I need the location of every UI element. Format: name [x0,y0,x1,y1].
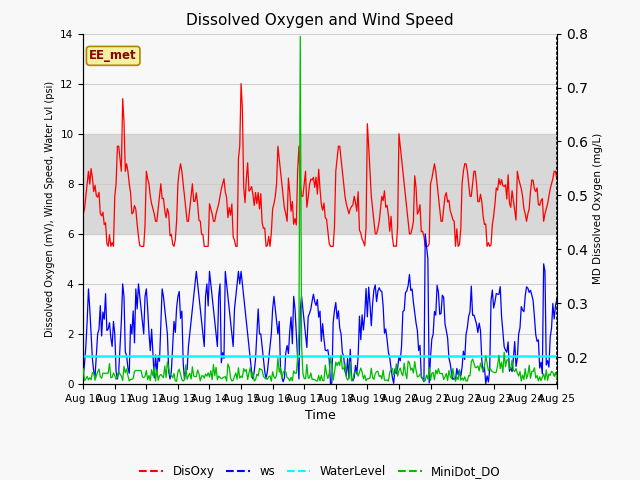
DisOxy [104,243,112,249]
MiniDot_DO [93,373,100,379]
Line: DisOxy: DisOxy [83,84,557,246]
MiniDot_DO [296,34,304,39]
ws [377,288,385,294]
DisOxy [367,193,375,199]
Line: MiniDot_DO: MiniDot_DO [83,36,557,381]
ws [366,301,374,307]
Line: ws: ws [83,234,557,384]
ws [498,313,506,319]
X-axis label: Time: Time [305,409,335,422]
ws [553,297,561,302]
ws [93,353,100,359]
MiniDot_DO [79,366,87,372]
Title: Dissolved Oxygen and Wind Speed: Dissolved Oxygen and Wind Speed [186,13,454,28]
DisOxy [553,176,561,181]
Y-axis label: MD Dissolved Oxygen (mg/L): MD Dissolved Oxygen (mg/L) [593,133,604,285]
DisOxy [352,200,360,205]
DisOxy [93,193,100,199]
WaterLevel [375,354,383,360]
ws [168,369,175,374]
MiniDot_DO [378,376,386,382]
WaterLevel [93,354,100,360]
DisOxy [237,81,245,86]
ws [326,381,334,387]
MiniDot_DO [367,365,375,371]
DisOxy [169,241,177,247]
Bar [83,134,557,234]
MiniDot_DO [173,378,180,384]
MiniDot_DO [498,359,506,365]
MiniDot_DO [352,370,360,375]
MiniDot_DO [168,372,175,378]
WaterLevel [365,354,372,360]
MiniDot_DO [553,376,561,382]
WaterLevel [168,354,175,360]
WaterLevel [349,354,356,360]
WaterLevel [79,354,87,360]
ws [421,231,429,237]
ws [350,374,358,380]
DisOxy [378,193,386,199]
Legend: DisOxy, ws, WaterLevel, MiniDot_DO: DisOxy, ws, WaterLevel, MiniDot_DO [134,461,506,480]
Text: EE_met: EE_met [90,49,137,62]
WaterLevel [495,354,503,360]
ws [79,373,87,379]
DisOxy [79,211,87,216]
WaterLevel [553,354,561,360]
Y-axis label: Dissolved Oxygen (mV), Wind Speed, Water Lvl (psi): Dissolved Oxygen (mV), Wind Speed, Water… [45,81,54,337]
DisOxy [498,177,506,182]
